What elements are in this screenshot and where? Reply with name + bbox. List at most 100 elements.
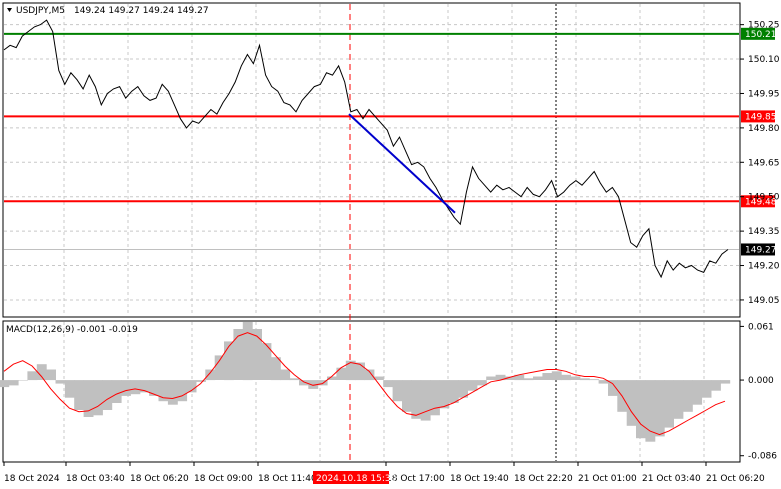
red-level-low-label: 149.48 — [745, 197, 777, 207]
current-price-tag — [741, 243, 775, 256]
macd-hist-bar — [561, 374, 571, 381]
macd-hist-bar — [673, 380, 684, 419]
macd-hist-bar — [373, 376, 384, 380]
macd-hist-bar — [645, 380, 656, 442]
macd-hist-bar — [514, 374, 525, 381]
macd-hist-bar — [523, 378, 534, 381]
macd-hist-bar — [701, 380, 712, 398]
macd-tick-label: 0.000 — [748, 376, 774, 386]
symbol-timeframe: USDJPY,M5 — [16, 6, 65, 16]
price-tick-label: 149.20 — [748, 262, 780, 272]
macd-hist-bar — [402, 380, 412, 412]
macd-hist-bar — [383, 380, 394, 388]
price-tick-label: 150.25 — [748, 21, 780, 31]
macd-values: -0.001 -0.019 — [77, 325, 138, 335]
macd-hist-bar — [364, 369, 375, 381]
price-axis: 150.25150.10149.95149.80149.65149.50149.… — [740, 21, 780, 462]
macd-hist-bar — [392, 380, 403, 402]
time-label: 18 Oct 06:20 — [130, 474, 189, 484]
grid — [4, 4, 739, 461]
macd-hist-bar — [102, 380, 113, 410]
macd-hist-bar — [74, 380, 85, 410]
macd-hist-bar — [18, 380, 28, 381]
macd-hist-bar — [589, 379, 600, 381]
macd-hist-bar — [8, 380, 19, 386]
trend-line[interactable] — [348, 113, 456, 214]
dropdown-triangle-icon[interactable] — [7, 8, 12, 12]
macd-hist-bar — [636, 380, 646, 439]
macd-hist-bar — [682, 380, 693, 412]
macd-hist-bar — [252, 329, 262, 380]
macd-hist-bar — [46, 369, 56, 381]
price-tick-label: 149.65 — [748, 158, 780, 168]
macd-hist-bar — [598, 380, 609, 384]
macd-hist-bar — [158, 380, 169, 402]
macd-hist-bar — [55, 380, 66, 384]
macd-hist-bar — [439, 380, 450, 409]
macd-tick-label: 0.061 — [748, 322, 774, 332]
macd-hist-bar — [224, 341, 234, 381]
macd-hist-bar — [36, 364, 47, 380]
macd-hist-bar — [720, 380, 731, 384]
macd-hist-bar — [420, 380, 431, 421]
macd-hist-bar — [308, 380, 319, 389]
macd-hist-bar — [205, 369, 216, 381]
red-level-high-label: 149.85 — [745, 112, 777, 122]
macd-hist-bar — [270, 357, 281, 381]
macd-hist-bar — [121, 380, 131, 396]
highlighted-time-tag — [313, 471, 389, 484]
macd-hist-bar — [93, 380, 103, 416]
macd-tick-label: -0.086 — [748, 452, 777, 462]
macd-hist-bar — [505, 376, 515, 380]
macd-hist-bar — [430, 380, 440, 416]
horizontal-levels[interactable]: 150.21 149.85 149.48 149.27 — [4, 27, 777, 256]
chart-header: USDJPY,M5 149.24 149.27 149.24 149.27 — [7, 6, 209, 16]
time-label: 18 Oct 09:00 — [194, 474, 253, 484]
macd-hist-bar — [486, 376, 497, 380]
price-tick-label: 150.10 — [748, 55, 780, 65]
price-tick-label: 149.50 — [748, 193, 780, 203]
macd-hist-bar — [214, 355, 225, 380]
macd-hist-bar — [196, 380, 206, 382]
highlighted-time-label: 2024.10.18 15:30 — [316, 474, 397, 484]
trend-line-group[interactable] — [348, 113, 456, 214]
macd-signal-line — [3, 332, 726, 436]
macd-hist-bar — [476, 380, 487, 386]
macd-hist-bar — [299, 380, 309, 386]
macd-hist-bar — [167, 380, 178, 405]
macd-hist-bar — [130, 380, 141, 395]
macd-label: MACD(12,26,9) — [6, 325, 74, 335]
macd-hist-bar — [177, 380, 188, 402]
macd-hist-bar — [692, 380, 703, 405]
time-label: 18 Oct 03:40 — [66, 474, 125, 484]
macd-hist-bar — [608, 380, 618, 396]
current-price-label: 149.27 — [745, 245, 777, 255]
red-level-low-tag — [741, 195, 775, 208]
macd-hist-bar — [289, 378, 300, 381]
macd-hist-bar — [626, 380, 637, 426]
time-label: 18 Oct 19:40 — [450, 474, 509, 484]
macd-hist-bar — [664, 380, 674, 428]
macd-hist-bar — [654, 380, 665, 437]
macd-hist-bar — [579, 378, 590, 381]
ohlc-values: 149.24 149.27 149.24 149.27 — [74, 6, 209, 16]
price-pane-frame — [2, 2, 741, 318]
time-label: 21 Oct 01:00 — [578, 474, 637, 484]
macd-header: MACD(12,26,9) -0.001 -0.019 — [6, 325, 138, 335]
macd-hist-bar — [551, 371, 562, 381]
macd-hist-bar — [0, 380, 10, 388]
macd-hist-bar — [186, 380, 197, 393]
macd-hist-bar — [242, 322, 253, 381]
macd-hist-bar — [711, 380, 721, 391]
vertical-markers — [349, 4, 557, 461]
macd-hist-bar — [149, 380, 159, 396]
green-level-tag — [741, 27, 775, 40]
macd-hist-bar — [458, 380, 468, 398]
price-series — [3, 19, 729, 279]
time-label: 18 Oct 22:20 — [514, 474, 573, 484]
macd-hist-bar — [83, 380, 94, 417]
macd-hist-bar — [355, 362, 365, 381]
macd-hist-bar — [317, 380, 328, 386]
